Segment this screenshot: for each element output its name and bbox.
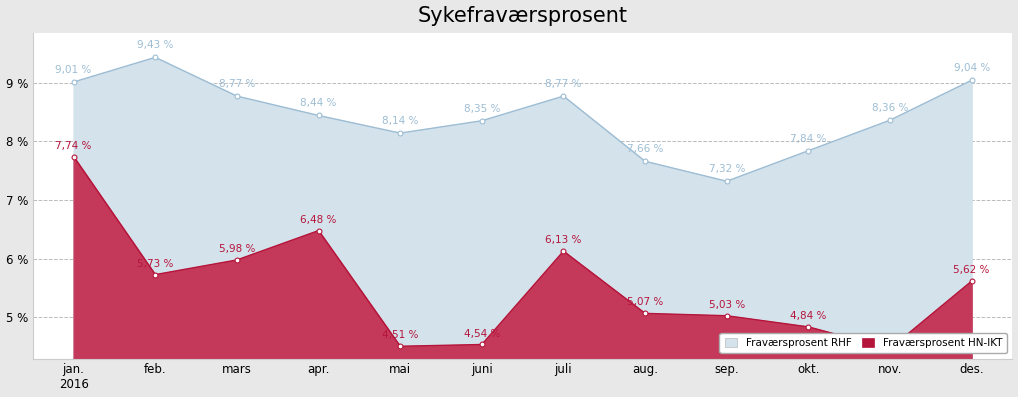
Text: 8,77 %: 8,77 %	[546, 79, 581, 89]
Text: 9,04 %: 9,04 %	[954, 63, 989, 73]
Text: 4,51 %: 4,51 %	[382, 330, 418, 340]
Text: 4,54 %: 4,54 %	[463, 329, 500, 339]
Text: 8,36 %: 8,36 %	[871, 103, 908, 113]
Text: 7,84 %: 7,84 %	[790, 134, 827, 144]
Text: 6,13 %: 6,13 %	[546, 235, 581, 245]
Text: 7,66 %: 7,66 %	[627, 144, 664, 154]
Text: 4,84 %: 4,84 %	[790, 311, 827, 321]
Text: 8,35 %: 8,35 %	[463, 104, 500, 114]
Text: 5,62 %: 5,62 %	[954, 265, 989, 275]
Text: 8,77 %: 8,77 %	[219, 79, 256, 89]
Text: 5,07 %: 5,07 %	[627, 297, 663, 308]
Text: 9,01 %: 9,01 %	[56, 65, 92, 75]
Text: 7,74 %: 7,74 %	[55, 141, 92, 151]
Text: 6,48 %: 6,48 %	[300, 215, 337, 225]
Text: 8,44 %: 8,44 %	[300, 98, 337, 108]
Text: 5,03 %: 5,03 %	[709, 300, 745, 310]
Text: 8,14 %: 8,14 %	[382, 116, 418, 126]
Legend: Fraværsprosent RHF, Fraværsprosent HN-IKT: Fraværsprosent RHF, Fraværsprosent HN-IK…	[720, 333, 1007, 353]
Text: 5,73 %: 5,73 %	[137, 259, 173, 269]
Text: 5,98 %: 5,98 %	[219, 244, 256, 254]
Text: 7,32 %: 7,32 %	[709, 164, 745, 174]
Title: Sykefraværsprosent: Sykefraværsprosent	[417, 6, 628, 25]
Text: 4,47 %: 4,47 %	[871, 333, 908, 343]
Text: 9,43 %: 9,43 %	[137, 40, 173, 50]
